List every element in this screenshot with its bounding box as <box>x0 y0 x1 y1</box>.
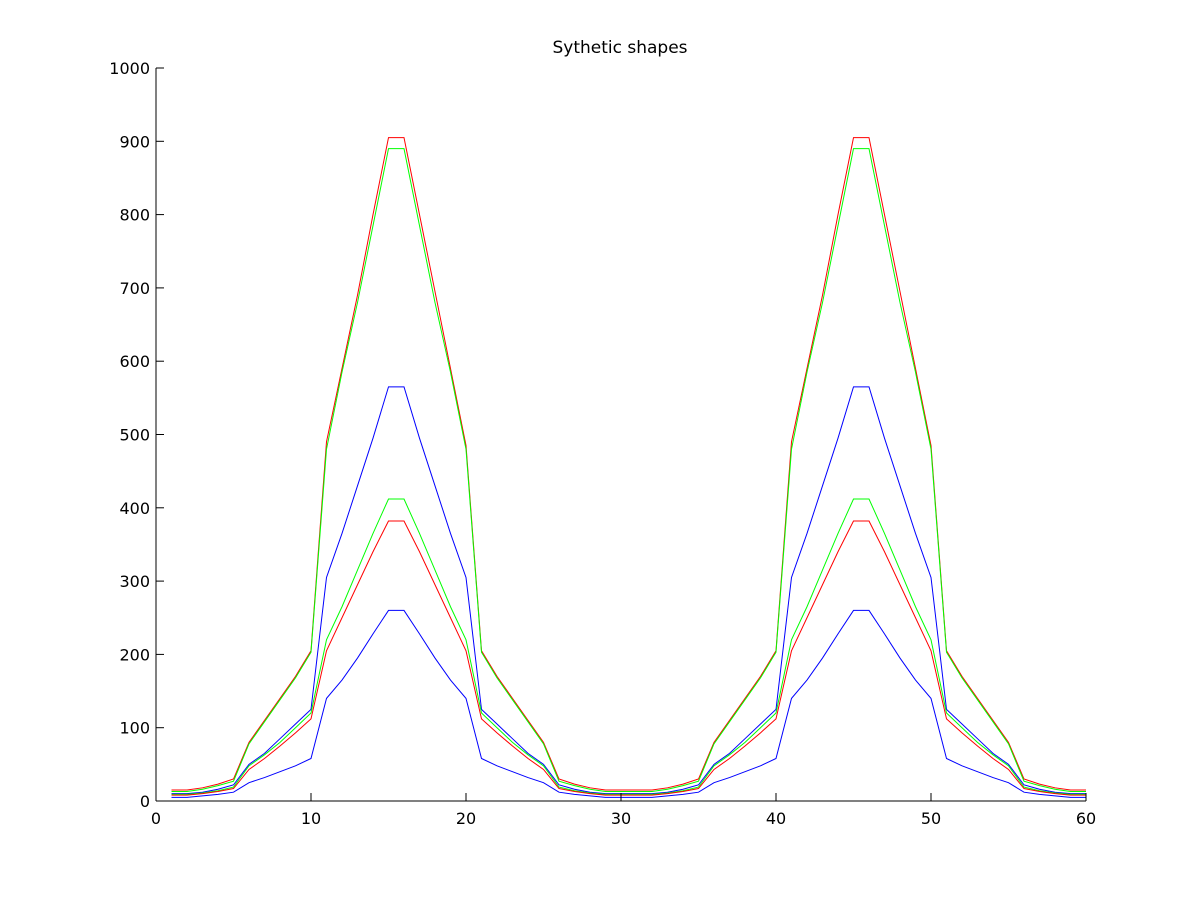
series-line-6 <box>171 609 1086 798</box>
series-layer <box>171 137 1086 798</box>
y-tick-label: 1000 <box>109 59 150 78</box>
tick-layer: 0 10 20 30 40 50 60010020030040050060070080090… <box>109 59 1096 828</box>
x-tick-label: 20 <box>456 809 476 828</box>
series-line-5 <box>171 520 1086 796</box>
y-tick-label: 800 <box>119 206 150 225</box>
x-tick-label: 60 <box>1076 809 1096 828</box>
axes-layer <box>155 68 1086 802</box>
series-line-3 <box>171 386 1086 795</box>
chart-title: Sythetic shapes <box>552 38 687 58</box>
y-tick-label: 900 <box>119 132 150 151</box>
y-tick-label: 700 <box>119 279 150 298</box>
series-line-4 <box>171 498 1086 795</box>
x-tick-label: 40 <box>766 809 786 828</box>
x-tick-label: 30 <box>611 809 631 828</box>
y-tick-label: 300 <box>119 572 150 591</box>
y-tick-label: 100 <box>119 719 150 738</box>
y-tick-label: 600 <box>119 352 150 371</box>
y-tick-label: 500 <box>119 426 150 445</box>
y-tick-label: 0 <box>140 792 150 811</box>
x-tick-label: 50 <box>921 809 941 828</box>
x-tick-label: 10 <box>301 809 321 828</box>
y-tick-label: 200 <box>119 645 150 664</box>
series-line-2 <box>171 148 1086 792</box>
x-tick-label: 0 <box>151 809 161 828</box>
series-line-1 <box>171 137 1086 791</box>
y-tick-label: 400 <box>119 499 150 518</box>
